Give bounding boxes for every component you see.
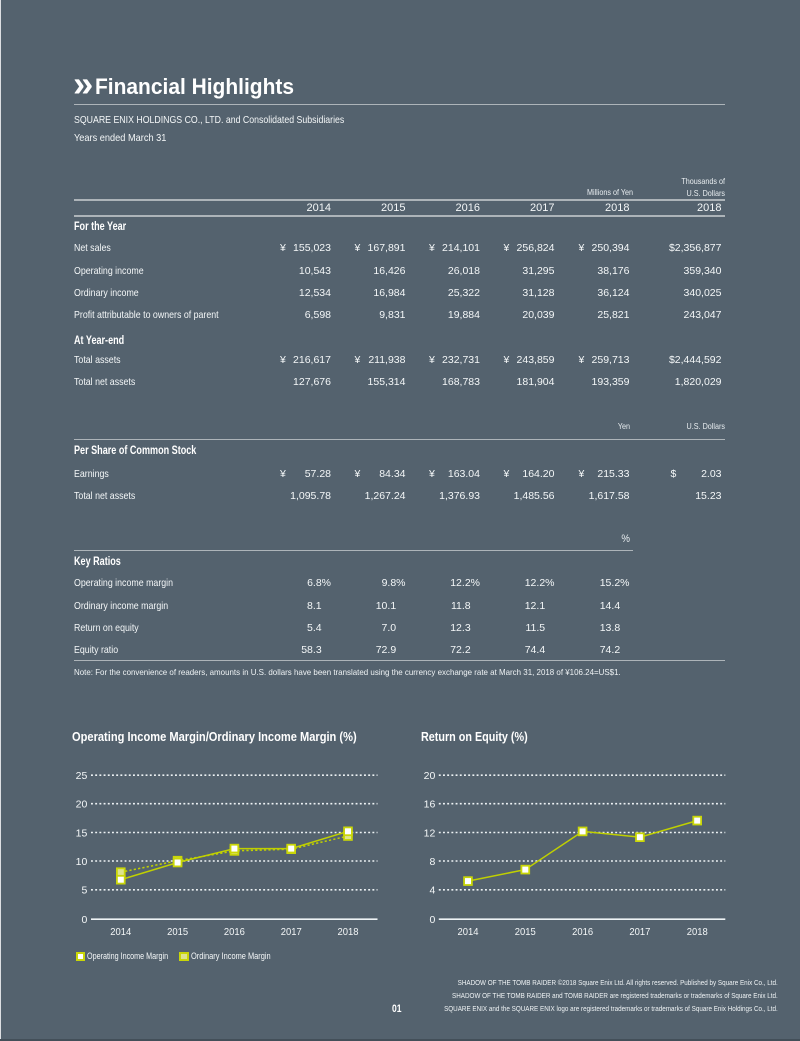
svg-text:20: 20 [76,799,88,811]
svg-text:2016: 2016 [224,926,245,938]
svg-text:2015: 2015 [515,926,536,938]
svg-text:0: 0 [429,914,435,926]
svg-text:20: 20 [424,770,436,782]
svg-text:4: 4 [429,885,435,897]
svg-text:25: 25 [76,770,88,782]
svg-text:2016: 2016 [572,926,593,938]
svg-text:2017: 2017 [281,926,302,938]
svg-text:10: 10 [76,856,88,868]
svg-text:2014: 2014 [458,926,479,938]
svg-text:2018: 2018 [687,926,708,938]
svg-text:2015: 2015 [167,926,188,938]
svg-text:5: 5 [81,885,87,897]
svg-text:2017: 2017 [629,926,650,938]
svg-text:2014: 2014 [110,926,131,938]
svg-text:12: 12 [424,827,436,839]
svg-text:16: 16 [424,799,436,811]
svg-text:2018: 2018 [338,926,359,938]
svg-text:0: 0 [81,914,87,926]
svg-text:8: 8 [429,856,435,868]
svg-text:15: 15 [76,827,88,839]
